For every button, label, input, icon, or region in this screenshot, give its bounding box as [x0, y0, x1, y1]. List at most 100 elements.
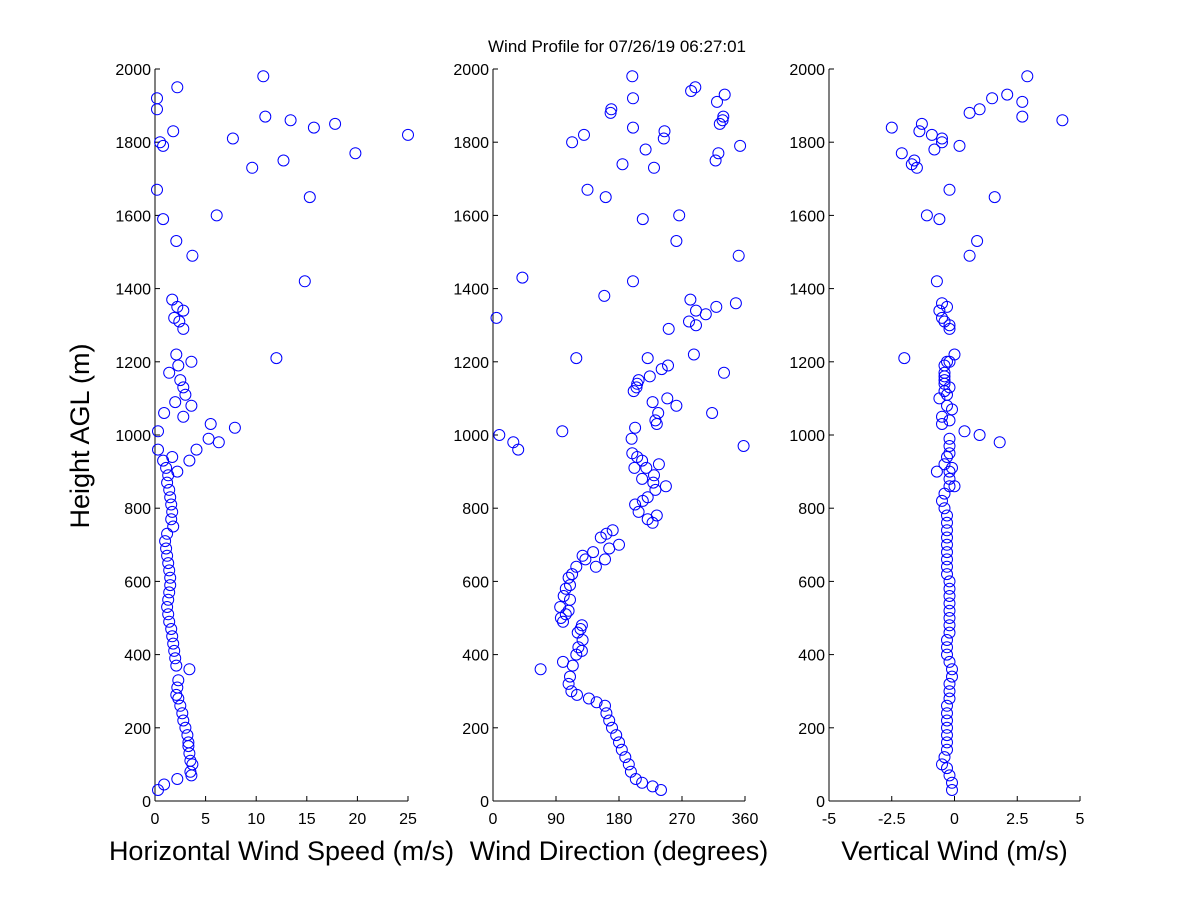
direction-data-point: [648, 161, 660, 174]
vertical-data-point: [936, 758, 948, 771]
speed-data-point: [151, 92, 163, 105]
vertical-data-point: [938, 502, 951, 515]
direction-data-point: [599, 553, 611, 566]
direction-data-point: [647, 476, 660, 489]
speed-data-point: [163, 483, 176, 496]
speed-data-point: [171, 81, 184, 94]
speed-data-point: [160, 461, 173, 474]
speed-data-point: [177, 714, 190, 727]
speed-data-point: [159, 535, 172, 548]
vertical-data-point: [943, 590, 956, 602]
vertical-data-point: [963, 106, 976, 119]
vertical-y-tick-label: 1400: [789, 282, 825, 299]
direction-y-tick-label: 600: [462, 574, 489, 591]
direction-x-tick-label: 270: [669, 811, 696, 828]
vertical-data-point: [941, 546, 953, 559]
speed-data-point: [160, 542, 173, 555]
vertical-data-point: [953, 139, 966, 152]
speed-y-tick-label: 1000: [115, 428, 151, 445]
speed-data-point: [172, 359, 185, 372]
vertical-data-point: [936, 311, 948, 324]
vertical-data-point: [993, 436, 1006, 449]
direction-data-point: [636, 213, 649, 226]
direction-data-point: [734, 139, 747, 152]
speed-data-point: [165, 513, 178, 526]
speed-data-point: [177, 410, 190, 423]
direction-data-point: [690, 304, 702, 317]
speed-data-point: [303, 191, 316, 204]
speed-data-point: [174, 374, 187, 387]
vertical-data-point: [943, 465, 956, 478]
vertical-data-point: [971, 235, 984, 247]
direction-x-tick-label: 0: [489, 811, 498, 828]
speed-x-tick-label: 0: [151, 811, 160, 828]
vertical-data-point: [938, 487, 951, 500]
vertical-data-point: [1056, 114, 1069, 127]
speed-data-point: [182, 736, 195, 749]
direction-data-point: [599, 191, 612, 204]
vertical-data-point: [973, 429, 986, 441]
speed-x-tick-label: 10: [247, 811, 265, 828]
speed-data-point: [170, 348, 183, 361]
vertical-data-point: [943, 447, 956, 460]
direction-data-point: [683, 315, 695, 328]
direction-data-point: [712, 147, 725, 160]
vertical-data-point: [930, 275, 943, 288]
vertical-y-tick-label: 1800: [789, 135, 825, 152]
direction-data-point: [689, 81, 702, 94]
vertical-data-point: [986, 92, 999, 105]
speed-data-point: [161, 527, 174, 540]
speed-data-point: [177, 304, 190, 317]
direction-data-point: [616, 158, 629, 171]
direction-y-tick-label: 800: [462, 501, 489, 518]
direction-data-point: [641, 491, 654, 504]
speed-data-point: [164, 571, 177, 584]
speed-data-point: [158, 407, 171, 419]
direction-data-point: [670, 399, 683, 412]
direction-data-point: [557, 590, 570, 602]
vertical-data-point: [943, 472, 956, 485]
speed-data-point: [163, 586, 176, 599]
vertical-data-point: [943, 575, 956, 588]
direction-data-point: [646, 396, 659, 409]
vertical-y-tick-label: 200: [798, 721, 825, 738]
speed-data-point: [167, 637, 180, 650]
vertical-y-tick-label: 1200: [789, 355, 825, 372]
direction-data-point: [507, 436, 520, 449]
direction-data-point: [655, 363, 668, 376]
direction-y-tick-label: 1400: [453, 282, 489, 299]
speed-data-point: [179, 388, 192, 401]
vertical-data-point: [946, 784, 958, 796]
speed-data-point: [176, 707, 189, 720]
direction-data-point: [643, 370, 656, 383]
direction-data-point: [685, 85, 698, 97]
vertical-data-point: [936, 418, 948, 430]
speed-data-point: [186, 249, 199, 262]
vertical-data-point: [946, 670, 958, 683]
direction-data-point: [606, 524, 619, 537]
direction-data-point: [646, 780, 659, 793]
vertical-data-point: [908, 154, 921, 167]
direction-data-point: [589, 560, 602, 573]
vertical-data-point: [988, 191, 1001, 204]
direction-data-point: [652, 458, 665, 471]
speed-data-point: [163, 366, 176, 379]
panel-horizontal-wind-speed: 0 200 400 600 800 1000 1200 1400 1600 1800 2000 0 5 1…: [109, 62, 454, 866]
speed-data-point: [151, 103, 163, 116]
speed-data-point: [152, 425, 164, 438]
direction-data-point: [571, 626, 584, 639]
speed-data-point: [184, 765, 197, 778]
vertical-data-point: [963, 249, 976, 262]
speed-x-tick-label: 25: [399, 811, 417, 828]
speed-data-point: [166, 293, 179, 306]
speed-data-point: [181, 729, 194, 742]
direction-data-point: [648, 469, 660, 482]
direction-data-point: [713, 117, 726, 130]
direction-data-point: [610, 729, 623, 742]
direction-data-point: [575, 619, 588, 632]
vertical-x-axis-title: Vertical Wind (m/s): [841, 836, 1068, 866]
speed-data-point: [210, 209, 223, 222]
vertical-data-point: [943, 432, 956, 445]
vertical-data-point: [941, 560, 953, 573]
direction-data-point: [582, 692, 595, 705]
